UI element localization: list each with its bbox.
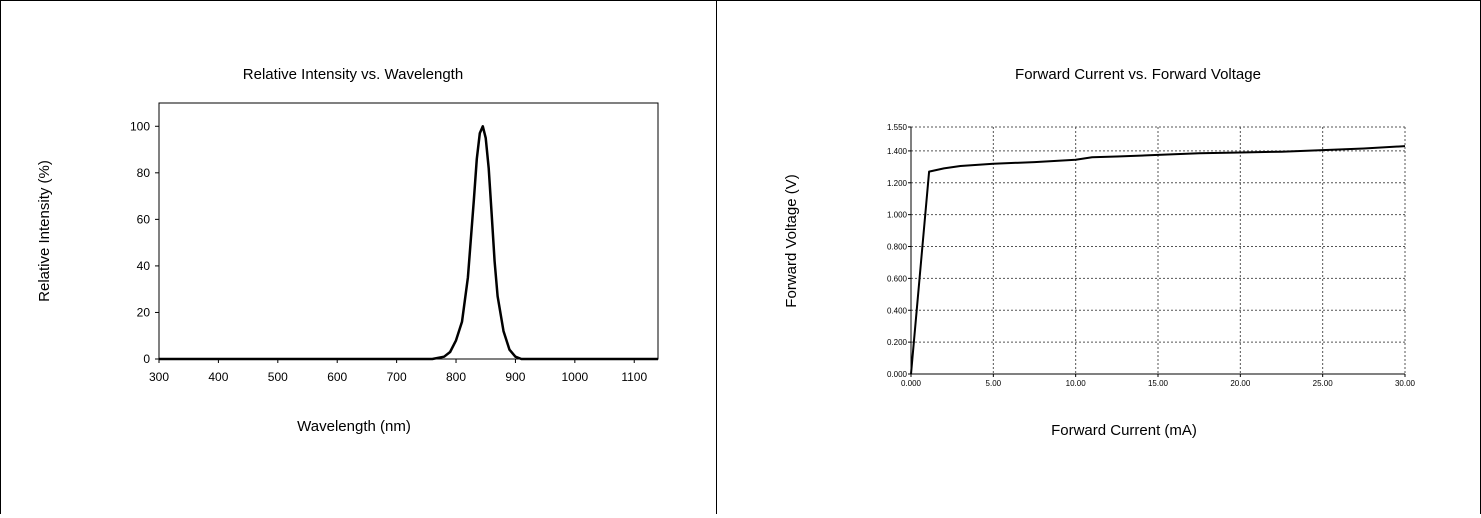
y-tick-label: 0.200	[887, 338, 908, 347]
x-tick-label: 700	[387, 370, 407, 384]
y-tick-label: 20	[137, 305, 151, 319]
x-tick-label: 15.00	[1148, 379, 1169, 388]
x-tick-label: 30.00	[1395, 379, 1416, 388]
x-tick-label: 5.00	[986, 379, 1002, 388]
chart-cell-forward: Forward Current vs. Forward Voltage Forw…	[716, 0, 1481, 514]
y-tick-label: 0	[143, 352, 150, 366]
x-axis-title: Wavelength (nm)	[297, 418, 411, 435]
x-tick-label: 20.00	[1230, 379, 1251, 388]
y-tick-label: 0.800	[887, 243, 908, 252]
x-tick-label: 25.00	[1313, 379, 1334, 388]
y-axis-title: Relative Intensity (%)	[36, 160, 53, 302]
x-tick-label: 1000	[561, 370, 588, 384]
y-tick-label: 100	[130, 119, 150, 133]
y-tick-label: 1.200	[887, 179, 908, 188]
x-tick-label: 800	[446, 370, 466, 384]
x-tick-label: 0.000	[901, 379, 922, 388]
y-tick-label: 40	[137, 259, 151, 273]
x-tick-label: 400	[208, 370, 228, 384]
forward-chart: Forward Current vs. Forward Voltage Forw…	[783, 66, 1416, 439]
series-line	[910, 145, 1406, 375]
y-tick-label: 0.400	[887, 306, 908, 315]
y-tick-label: 1.550	[887, 123, 908, 132]
series-line	[159, 125, 658, 361]
y-axis-title: Forward Voltage (V)	[783, 174, 800, 307]
intensity-chart: Relative Intensity vs. Wavelength Wavele…	[36, 66, 659, 435]
y-tick-label: 1.000	[887, 211, 908, 220]
x-tick-label: 10.00	[1066, 379, 1087, 388]
y-tick-label: 1.400	[887, 147, 908, 156]
y-tick-label: 0.000	[887, 370, 908, 379]
chart-cell-intensity: Relative Intensity vs. Wavelength Wavele…	[0, 0, 717, 514]
y-tick-label: 0.600	[887, 274, 908, 283]
chart-title: Forward Current vs. Forward Voltage	[1015, 66, 1261, 83]
x-tick-label: 600	[327, 370, 347, 384]
x-tick-label: 500	[268, 370, 288, 384]
plot-area	[158, 102, 659, 360]
chart-title: Relative Intensity vs. Wavelength	[243, 66, 463, 83]
y-tick-label: 60	[137, 212, 151, 226]
x-tick-label: 900	[505, 370, 525, 384]
x-axis-title: Forward Current (mA)	[1051, 422, 1197, 439]
x-tick-label: 1100	[621, 370, 647, 384]
x-tick-label: 300	[149, 370, 169, 384]
y-tick-label: 80	[137, 166, 151, 180]
